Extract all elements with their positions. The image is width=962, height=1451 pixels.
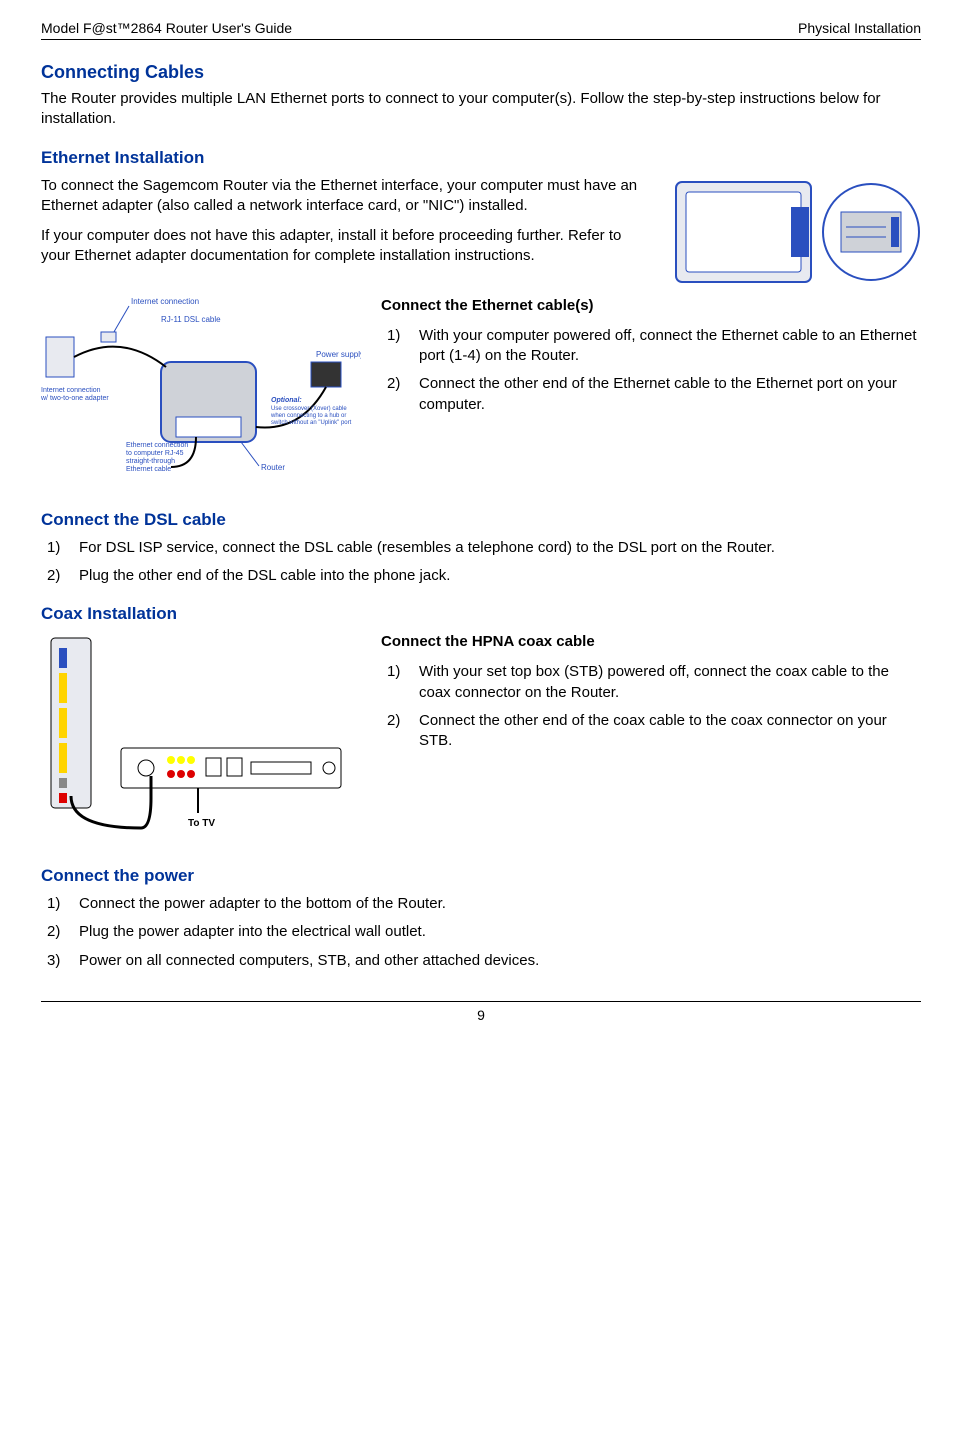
num: 2) (47, 922, 60, 942)
ethernet-steps-list: 1) With your computer powered off, connec… (381, 326, 921, 415)
coax-steps-text: Connect the HPNA coax cable 1) With your … (381, 628, 921, 761)
ethernet-steps-text: Connect the Ethernet cable(s) 1) With you… (381, 292, 921, 425)
dsl-steps-list: 1) For DSL ISP service, connect the DSL c… (41, 538, 921, 587)
label-eth-4: Ethernet cable (126, 466, 171, 473)
page-footer: 9 (41, 1001, 921, 1023)
power-step-1: 1)Connect the power adapter to the botto… (79, 894, 921, 914)
page-header: Model F@st™2864 Router User's Guide Phys… (41, 20, 921, 40)
page-number: 9 (477, 1007, 485, 1023)
label-optional-title: Optional: (271, 397, 302, 404)
coax-step-2-text: Connect the other end of the coax cable … (419, 712, 887, 749)
num: 1) (387, 326, 400, 346)
header-right: Physical Installation (798, 20, 921, 36)
ethernet-subhead: Connect the Ethernet cable(s) (381, 296, 921, 316)
ethernet-step-2: 2)Connect the other end of the Ethernet … (419, 374, 921, 415)
num: 2) (387, 374, 400, 394)
power-step-3: 3)Power on all connected computers, STB,… (79, 951, 921, 971)
ethernet-intro-row: To connect the Sagemcom Router via the E… (41, 172, 921, 292)
header-left: Model F@st™2864 Router User's Guide (41, 20, 292, 36)
label-internet-adapter-1: Internet connection (41, 387, 101, 394)
label-to-tv: To TV (188, 818, 215, 829)
coax-row: To TV Connect the HPNA coax cable 1) With… (41, 628, 921, 838)
power-steps-list: 1) Connect the power adapter to the botto… (41, 894, 921, 971)
ethernet-para2: If your computer does not have this adap… (41, 226, 651, 267)
ethernet-step-1-text: With your computer powered off, connect … (419, 327, 917, 364)
label-eth-3: straight-through (126, 458, 175, 465)
num: 1) (387, 662, 400, 682)
ethernet-steps-row: Internet connection RJ-11 DSL cable Inte… (41, 292, 921, 482)
num: 2) (47, 566, 60, 586)
label-eth-2: to computer RJ-45 (126, 450, 184, 457)
label-eth-1: Ethernet connection (126, 442, 188, 449)
dsl-step-2: 2)Plug the other end of the DSL cable in… (79, 566, 921, 586)
heading-coax: Coax Installation (41, 604, 921, 624)
num: 1) (47, 538, 60, 558)
label-optional-2: when connecting to a hub or (270, 413, 346, 419)
power-step-1-text: Connect the power adapter to the bottom … (79, 895, 446, 912)
label-rj11: RJ-11 DSL cable (161, 315, 221, 324)
num: 2) (387, 711, 400, 731)
heading-dsl: Connect the DSL cable (41, 510, 921, 530)
heading-connecting-cables: Connecting Cables (41, 62, 921, 83)
label-optional-1: Use crossover (Xover) cable (271, 406, 347, 412)
ethernet-step-2-text: Connect the other end of the Ethernet ca… (419, 375, 897, 412)
ethernet-step-1: 1)With your computer powered off, connec… (419, 326, 921, 367)
num: 3) (47, 951, 60, 971)
dsl-step-2-text: Plug the other end of the DSL cable into… (79, 567, 450, 584)
stb-diagram: To TV (41, 628, 361, 838)
power-step-2: 2)Plug the power adapter into the electr… (79, 922, 921, 942)
power-step-2-text: Plug the power adapter into the electric… (79, 923, 426, 940)
heading-ethernet-installation: Ethernet Installation (41, 148, 921, 168)
pc-nic-diagram (671, 172, 921, 292)
page: Model F@st™2864 Router User's Guide Phys… (1, 0, 961, 1043)
dsl-step-1-text: For DSL ISP service, connect the DSL cab… (79, 539, 775, 556)
ethernet-intro-text: To connect the Sagemcom Router via the E… (41, 172, 651, 277)
label-internet-adapter-2: w/ two-to-one adapter (41, 395, 109, 402)
power-step-3-text: Power on all connected computers, STB, a… (79, 952, 539, 969)
ethernet-para1: To connect the Sagemcom Router via the E… (41, 176, 651, 217)
label-internet-connection: Internet connection (131, 297, 199, 306)
router-connection-diagram: Internet connection RJ-11 DSL cable Inte… (41, 292, 361, 482)
num: 1) (47, 894, 60, 914)
coax-step-2: 2)Connect the other end of the coax cabl… (419, 711, 921, 752)
pc-nic-icon (671, 172, 921, 292)
label-power-supply: Power supply (316, 350, 361, 359)
stb-diagram-icon: To TV (41, 628, 361, 838)
label-router: Router (261, 463, 285, 472)
dsl-step-1: 1)For DSL ISP service, connect the DSL c… (79, 538, 921, 558)
intro-paragraph: The Router provides multiple LAN Etherne… (41, 89, 921, 130)
router-diagram-icon: Internet connection RJ-11 DSL cable Inte… (41, 292, 361, 482)
label-optional-3: switch without an "Uplink" port (271, 420, 352, 426)
coax-step-1-text: With your set top box (STB) powered off,… (419, 663, 889, 700)
coax-step-1: 1)With your set top box (STB) powered of… (419, 662, 921, 703)
coax-steps-list: 1) With your set top box (STB) powered of… (381, 662, 921, 751)
heading-power: Connect the power (41, 866, 921, 886)
coax-subhead: Connect the HPNA coax cable (381, 632, 921, 652)
